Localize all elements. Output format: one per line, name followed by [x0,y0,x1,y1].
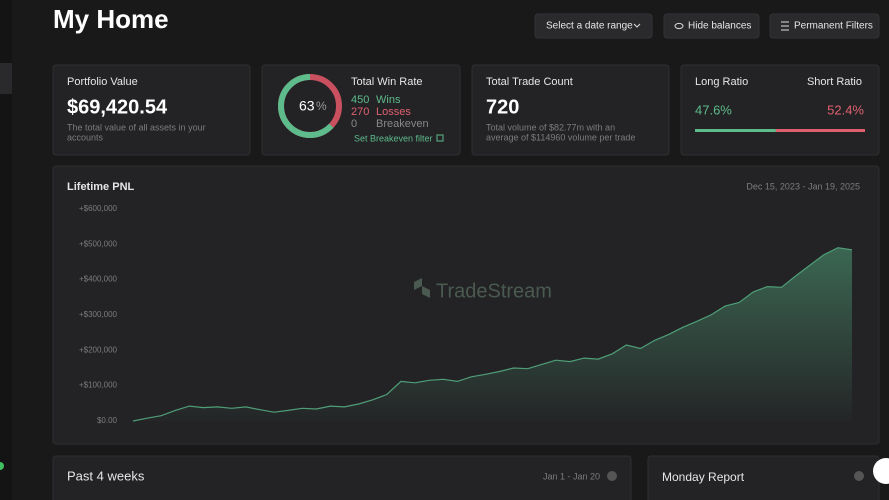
pnl-line [132,247,853,422]
short-bar [775,129,865,132]
info-icon[interactable] [607,471,617,481]
button-bg[interactable] [534,13,653,39]
eye-icon [674,22,684,30]
y-tick-label: +$200,000 [79,345,118,354]
wins-label: Wins [376,94,401,106]
pnl-area [133,247,852,421]
button-bg[interactable] [769,13,880,39]
card-title: Total Win Rate [351,76,423,88]
card [680,64,880,156]
card-note: Total volume of $82.77m with an [486,122,615,132]
card [647,455,880,500]
y-tick-label: $0.00 [97,416,118,425]
breakeven-count: 0 [351,118,357,130]
card-title: Monday Report [662,470,745,484]
chart-title: Lifetime PNL [67,181,135,193]
card-note: The total value of all assets in your [67,122,206,132]
chart-subtitle: Dec 15, 2023 - Jan 19, 2025 [746,181,860,191]
date-range-button[interactable]: Select a date range [534,13,653,39]
card-title: Past 4 weeks [67,468,145,483]
page-title: My Home [53,4,169,34]
watermark-logo [414,278,430,298]
card [52,455,632,500]
chat-button[interactable] [873,458,889,484]
plot: $0.00 +$100,000 +$200,000 +$300,000 +$400,00… [79,204,853,425]
y-tick-label: +$300,000 [79,310,118,319]
button-label[interactable]: Permanent Filters [794,21,873,32]
card-value: $69,420.54 [67,96,168,118]
card-title: Total Trade Count [486,76,573,88]
chevron [633,23,641,28]
card-note: average of $114960 volume per trade [486,132,635,142]
y-tick-label: +$400,000 [79,275,118,284]
y-tick-label: +$600,000 [79,204,118,213]
long-ratio: 47.6% [695,102,732,117]
breakeven-link[interactable]: Set Breakeven filter [354,133,433,143]
filter-icon [781,21,789,31]
info-icon[interactable] [854,471,864,481]
win-rate-arc [278,74,342,138]
button-bg[interactable] [663,13,760,39]
breakeven-label: Breakeven [376,118,429,130]
status-dot [0,462,4,470]
long-bar [695,129,776,132]
card-title: Portfolio Value [67,76,138,88]
card [52,64,251,156]
button-label[interactable]: Select a date range [546,21,633,32]
wins-count: 450 [351,94,369,106]
card-title: Long Ratio [695,76,748,88]
card-value: 720 [486,96,519,118]
losses-label: Losses [376,106,411,118]
watermark: TradeStream [436,280,552,302]
button-label[interactable]: Hide balances [688,21,751,32]
losses-count: 270 [351,106,369,118]
card [471,64,670,156]
y-tick-label: +$500,000 [79,239,118,248]
win-rate-value: 63 [299,98,315,114]
external-icon [436,134,444,142]
filters-button[interactable]: Permanent Filters [769,13,880,39]
short-ratio: 52.4% [827,102,864,117]
hide-balances-button[interactable]: Hide balances [663,13,760,39]
date-range: Jan 1 - Jan 20 [543,471,600,481]
sidebar [0,0,12,500]
win-rate-unit: % [316,99,327,113]
card-title: Short Ratio [807,76,862,88]
card-note: accounts [67,132,104,142]
y-tick-label: +$100,000 [79,381,118,390]
sidebar-item[interactable] [0,63,12,94]
